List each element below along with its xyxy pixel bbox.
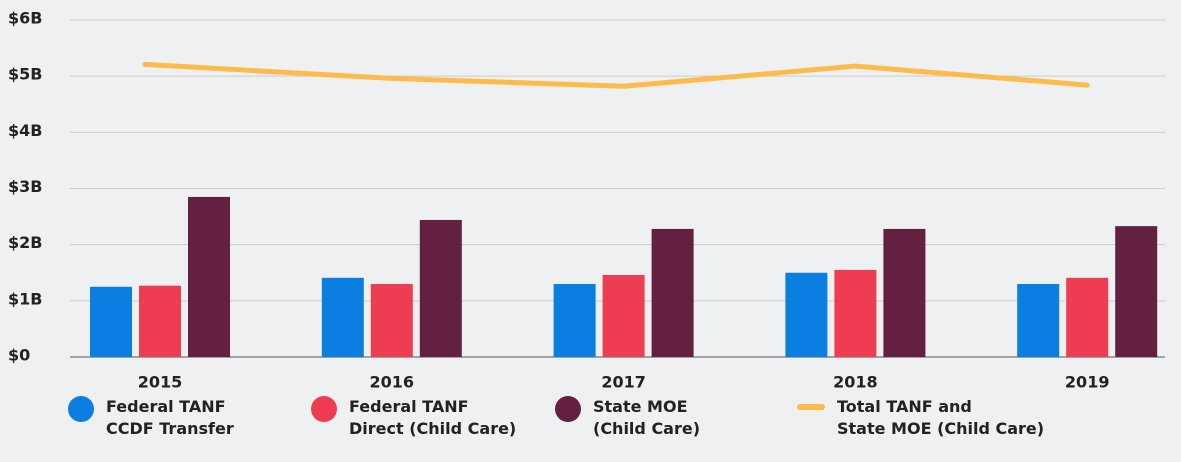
- legend-swatch: [797, 404, 825, 410]
- x-tick-label: 2018: [833, 373, 878, 392]
- bar: [883, 228, 926, 357]
- legend-swatch: [68, 396, 94, 422]
- bar: [785, 272, 828, 357]
- y-tick-label: $6B: [8, 9, 42, 28]
- line: [142, 61, 1090, 89]
- bar: [188, 196, 230, 357]
- legend-label: State MOE (Child Care): [593, 397, 701, 438]
- bar: [651, 228, 694, 357]
- legend-label: Total TANF and State MOE (Child Care): [837, 397, 1045, 438]
- y-tick-label: $1B: [8, 289, 42, 308]
- bar: [370, 283, 413, 357]
- y-tick-label: $2B: [8, 233, 42, 252]
- legend-swatch: [555, 396, 581, 422]
- legend-swatch: [311, 396, 337, 422]
- bar: [834, 269, 877, 357]
- bar: [602, 274, 645, 357]
- y-tick-label: $4B: [8, 121, 42, 140]
- x-tick-label: 2015: [138, 373, 183, 392]
- legend-label: Federal TANF CCDF Transfer: [106, 397, 234, 438]
- y-tick-label: $5B: [8, 65, 42, 84]
- legend-item: Total TANF and State MOE (Child Care): [797, 396, 1044, 440]
- y-tick-label: $3B: [8, 177, 42, 196]
- bar: [90, 286, 132, 357]
- bar: [321, 277, 364, 357]
- legend-item: Federal TANF CCDF Transfer: [68, 396, 234, 440]
- legend-item: Federal TANF Direct (Child Care): [311, 396, 516, 440]
- bar: [1066, 277, 1109, 357]
- legend-item: State MOE (Child Care): [555, 396, 700, 440]
- x-tick-label: 2017: [601, 373, 646, 392]
- bar: [553, 283, 596, 357]
- x-tick-label: 2016: [370, 373, 415, 392]
- x-tick-label: 2019: [1065, 373, 1110, 392]
- bar: [1115, 226, 1158, 357]
- bar: [139, 285, 181, 357]
- legend-label: Federal TANF Direct (Child Care): [349, 397, 517, 438]
- bar: [1017, 283, 1060, 357]
- bar: [419, 219, 462, 357]
- y-tick-label: $0: [8, 346, 30, 365]
